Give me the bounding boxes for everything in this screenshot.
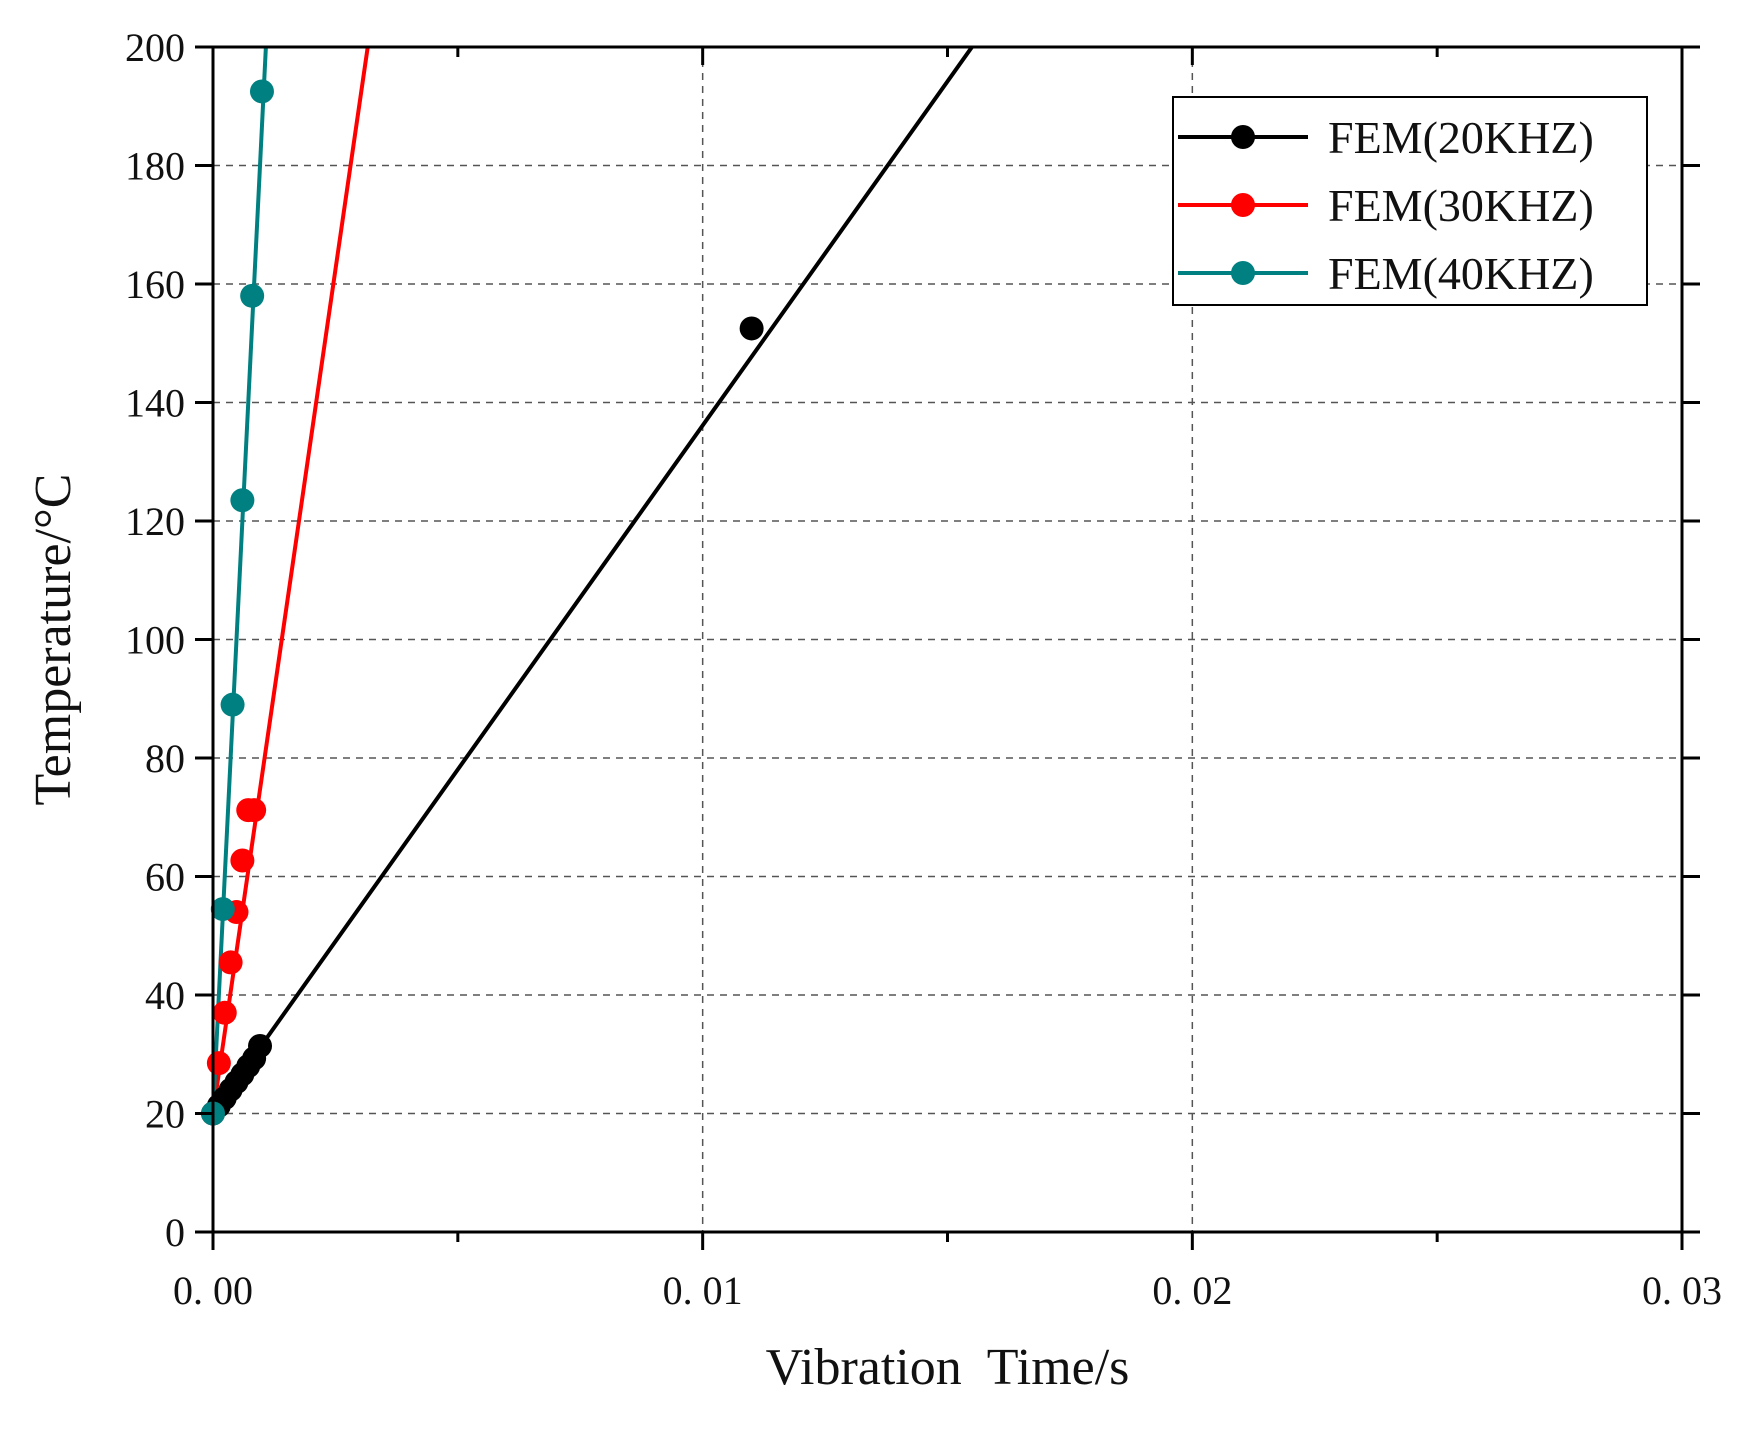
- y-tick-label: 0: [165, 1210, 185, 1255]
- series-line: [213, 47, 268, 1114]
- x-tick-label: 0. 02: [1152, 1268, 1232, 1313]
- x-tick-label: 0. 00: [173, 1268, 253, 1313]
- data-point: [242, 798, 267, 823]
- x-tick-label: 0. 03: [1642, 1268, 1722, 1313]
- y-tick-label: 120: [125, 499, 185, 544]
- legend-label: FEM(40KHZ): [1328, 248, 1594, 299]
- series-lines: [213, 47, 974, 1115]
- x-tick-label: 0. 01: [663, 1268, 743, 1313]
- y-tick-label: 80: [145, 736, 185, 781]
- data-point: [206, 1051, 231, 1076]
- series-line: [213, 47, 370, 1114]
- legend-marker: [1231, 193, 1255, 217]
- legend-marker: [1231, 125, 1255, 149]
- plot-series: [201, 47, 974, 1126]
- legend-marker: [1231, 261, 1255, 285]
- data-point: [248, 1033, 273, 1058]
- data-point: [249, 79, 274, 104]
- axes: 0. 00 0. 01 0. 02 0. 03 0 20 40 60 80 100 120 140 16…: [125, 25, 1722, 1313]
- series-line: [213, 47, 974, 1115]
- data-point: [240, 283, 265, 308]
- y-tick-label: 160: [125, 262, 185, 307]
- legend-label: FEM(30KHZ): [1328, 180, 1594, 231]
- x-axis-title: Vibration Time/s: [766, 1339, 1130, 1396]
- data-point: [739, 316, 764, 341]
- gridlines: [213, 47, 1682, 1232]
- y-tick-label: 20: [145, 1092, 185, 1137]
- legend-label: FEM(20KHZ): [1328, 112, 1594, 163]
- data-point: [220, 692, 245, 717]
- y-tick-label: 100: [125, 618, 185, 663]
- y-tick-label: 40: [145, 973, 185, 1018]
- series-markers: [201, 79, 764, 1126]
- data-point: [212, 1000, 237, 1025]
- y-tick-label: 200: [125, 25, 185, 70]
- y-axis-title: Temperature/°C: [25, 474, 82, 806]
- y-tick-label: 60: [145, 855, 185, 900]
- y-tick-label: 140: [125, 381, 185, 426]
- data-point: [230, 848, 255, 873]
- data-point: [218, 950, 243, 975]
- data-point: [210, 897, 235, 922]
- data-point: [230, 488, 255, 513]
- axis-titles: Vibration Time/s Temperature/°C: [25, 474, 1129, 1396]
- legend: FEM(20KHZ) FEM(30KHZ) FEM(40KHZ): [1172, 96, 1648, 306]
- y-tick-label: 180: [125, 144, 185, 189]
